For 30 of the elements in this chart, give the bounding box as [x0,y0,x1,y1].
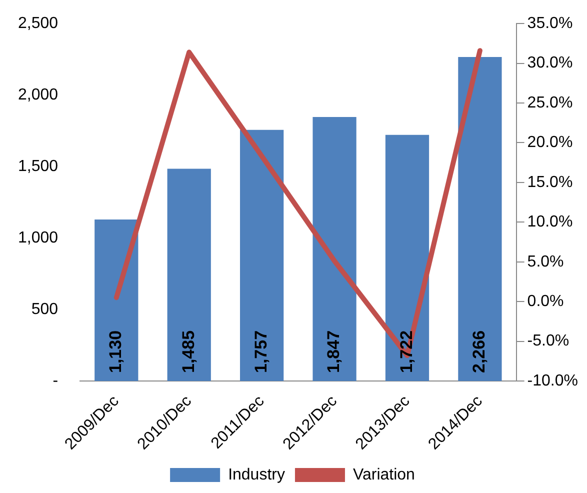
y2-tick-label: -5.0% [527,332,570,350]
y-tick-label: 2,000 [18,86,58,104]
bar [458,57,502,381]
data-label: 1,130 [106,330,126,373]
bar [94,219,138,381]
y-tick-label: 500 [31,300,58,318]
y2-tick-label: 35.0% [527,15,573,32]
y2-tick-label: 10.0% [527,214,573,231]
y2-tick-label: 15.0% [527,174,573,191]
y2-tick-label: 30.0% [527,54,573,72]
data-label: 2,266 [470,330,489,373]
y-tick-label: - [52,372,58,390]
bar [312,116,356,381]
y-tick-label: 1,500 [18,158,58,175]
legend-label: Variation [352,466,415,484]
y2-tick-label: 0.0% [527,292,564,310]
bar [167,168,211,381]
y-tick-label: 2,500 [18,15,58,32]
y-tick-label: 1,000 [18,229,58,246]
data-label: 1,722 [396,330,416,373]
y2-tick-label: 25.0% [527,94,573,112]
y2-tick-label: 5.0% [527,253,564,270]
data-label: 1,485 [178,330,198,373]
bar [240,130,284,381]
bar [385,134,430,381]
y2-tick-label: -10.0% [527,372,578,390]
legend-label: Industry [228,466,285,484]
data-label: 1,847 [324,330,344,373]
data-label: 1,757 [252,330,271,373]
y2-tick-label: 20.0% [527,134,573,152]
